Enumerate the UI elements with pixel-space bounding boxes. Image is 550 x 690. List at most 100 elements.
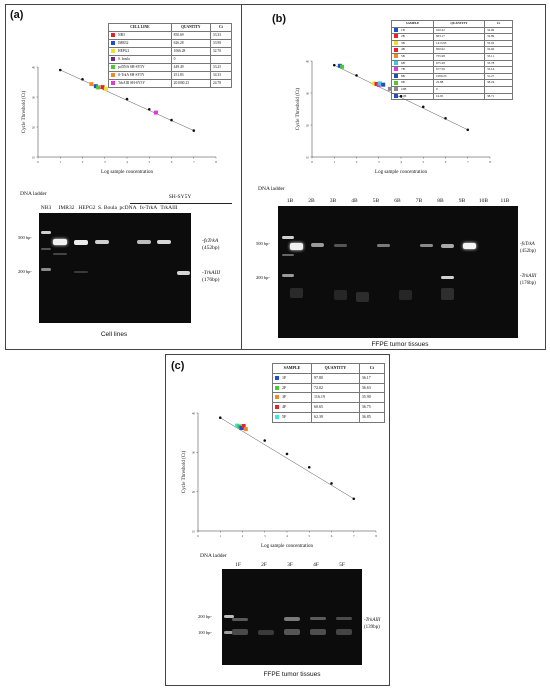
x-tick-label: 8 — [489, 160, 491, 164]
standard-point — [125, 97, 129, 101]
table-row: 3F 116.19 35.90 — [272, 392, 386, 404]
quantity-cell: 1413.95 — [433, 39, 486, 48]
panel-c-table: SAMPLE QUANTITY Ct 1F 97.80 36.17 2F 72.02 36… — [272, 363, 386, 423]
gel-band — [284, 617, 300, 621]
gel-band — [334, 244, 347, 247]
table-row: 2F 72.02 36.63 — [272, 382, 386, 394]
table-row: 1B 910.22 32.99 — [390, 26, 513, 35]
sample-cell: HEPG2 — [108, 47, 172, 56]
panel-c-label: (c) — [171, 360, 185, 372]
table-row: 1F 97.80 36.17 — [272, 372, 386, 384]
sample-name: fl-TrkA SH-SY5Y — [118, 73, 145, 77]
standard-point — [330, 482, 333, 485]
standard-point — [307, 465, 311, 469]
panel-c: (c) SAMPLE QUANTITY Ct 1F 97.80 36.17 2F 72.… — [165, 354, 390, 686]
x-tick-label: 7 — [193, 160, 195, 164]
group-bracket — [130, 203, 232, 204]
sample-point — [243, 427, 248, 432]
sample-cell: 11B — [390, 92, 435, 101]
ct-cell: 32.89 — [484, 33, 513, 41]
lane-label: IMR32 — [58, 205, 75, 211]
sample-name: 11B — [401, 93, 407, 98]
gel-image-c — [222, 569, 362, 665]
sample-name: 3B — [401, 40, 405, 45]
color-swatch — [275, 395, 279, 400]
gel-band — [224, 631, 234, 634]
sample-cell: 2B — [390, 33, 435, 41]
color-swatch — [275, 375, 279, 380]
quantity-cell: 1066.28 — [170, 47, 211, 56]
x-tick-label: 1 — [333, 160, 335, 164]
standard-point — [58, 68, 62, 72]
gel-band — [336, 629, 352, 635]
sample-name: 1B — [401, 27, 405, 32]
sample-cell: 1B — [390, 26, 435, 35]
gel-band — [41, 231, 51, 234]
ladder-label: DNA ladder — [258, 186, 285, 192]
gel-band — [290, 288, 303, 298]
color-swatch — [394, 34, 398, 39]
ct-cell: 32.99 — [484, 26, 513, 35]
sample-name: 2B — [401, 34, 405, 39]
standard-point — [218, 416, 222, 420]
sample-point — [234, 423, 239, 428]
gel-band — [224, 615, 234, 618]
lane-label: 1F — [235, 562, 241, 568]
sample-point — [103, 86, 108, 91]
lane-label: 5B — [372, 198, 380, 204]
ct-cell: 32.70 — [209, 47, 233, 56]
standard-point — [444, 116, 447, 120]
table-row: 5F 62.39 36.85 — [272, 411, 386, 423]
panel-a-label: (a) — [10, 9, 24, 21]
x-tick-label: 5 — [422, 160, 424, 164]
gel-band — [463, 243, 476, 249]
gel-band — [420, 244, 433, 247]
x-tick-label: 8 — [375, 534, 377, 538]
gel-band — [311, 243, 324, 247]
standard-point — [81, 78, 84, 81]
gel-image-a — [39, 213, 191, 323]
standard-point — [399, 94, 403, 98]
y-tick-label: 10 — [32, 155, 36, 159]
panel-c-standard-curve: 0 1 2 3 4 5 6 7 8 10 20 30 40 Log sample concentratio… — [182, 411, 377, 549]
lane-label: HEPG2 — [78, 205, 96, 211]
lane-label: fs-TrkA — [139, 205, 158, 211]
quantity-cell: 16.95 — [433, 92, 486, 101]
gel-band — [53, 253, 67, 255]
gel-band — [441, 244, 454, 248]
table-row: NB3 850.69 33.33 — [108, 31, 233, 40]
ct-cell: 33.33 — [209, 31, 233, 40]
standard-point — [355, 74, 358, 77]
table-row: IMR32 626.28 33.98 — [108, 39, 233, 48]
table-header: QUANTITY — [311, 363, 360, 374]
gel-band — [137, 240, 151, 244]
quantity-cell: 850.92 — [433, 46, 486, 54]
sample-cell: 3F — [272, 392, 312, 404]
x-tick-label: 7 — [467, 160, 469, 164]
sample-cell: NB3 — [108, 31, 172, 40]
sample-point — [337, 63, 342, 68]
quantity-cell: 803.17 — [433, 33, 486, 41]
ct-cell: 36.85 — [358, 411, 386, 423]
lane-label: 9B — [458, 198, 466, 204]
table-header: Ct — [358, 363, 386, 374]
sample-point — [340, 64, 345, 69]
gel-band — [441, 276, 454, 279]
y-tick-label: 40 — [192, 411, 196, 415]
color-swatch — [111, 81, 115, 86]
gel-band — [284, 629, 300, 635]
sample-name: S. boula — [118, 57, 130, 61]
x-tick-label: 3 — [264, 534, 266, 538]
ct-cell: 32.66 — [484, 46, 513, 54]
quantity-cell: 626.28 — [170, 39, 211, 48]
standard-point — [263, 439, 267, 442]
y-tick-label: 40 — [306, 59, 310, 63]
table-header: SAMPLE — [390, 20, 435, 28]
sample-cell: 4B — [390, 46, 435, 54]
x-axis-label: Log sample concentration — [101, 170, 153, 175]
x-tick-label: 3 — [104, 160, 106, 164]
sample-point — [377, 81, 382, 86]
gel-band — [310, 629, 326, 635]
y-tick-label: 20 — [192, 490, 196, 494]
y-tick-label: 10 — [192, 529, 196, 533]
